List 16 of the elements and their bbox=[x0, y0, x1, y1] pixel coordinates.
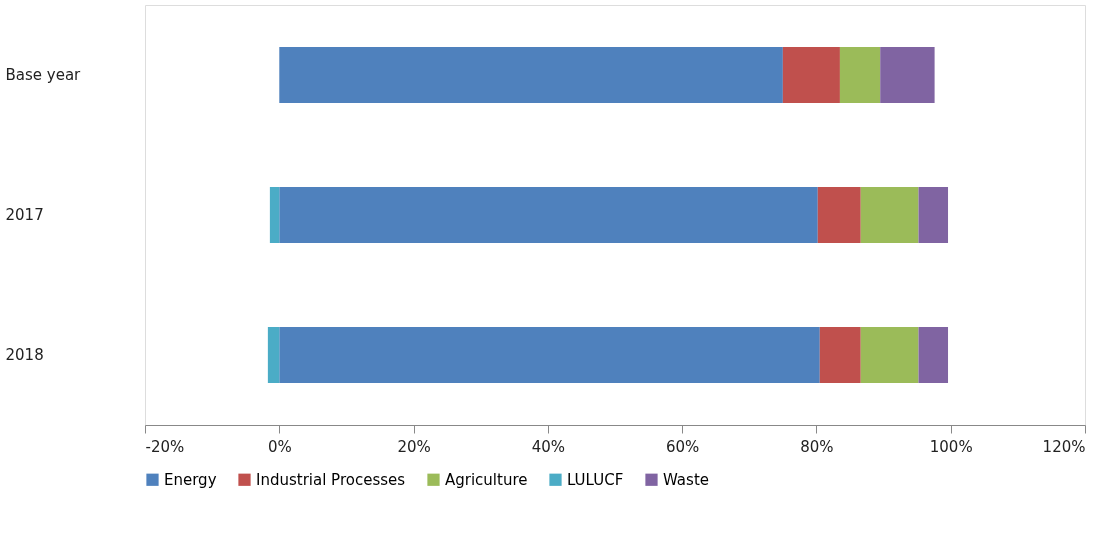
x-tick-label: 60% bbox=[665, 437, 700, 456]
y-tick-label: Base year bbox=[5, 66, 82, 84]
legend-label: Industrial Processes bbox=[256, 470, 406, 489]
y-tick-label: 2018 bbox=[5, 346, 44, 364]
x-tick-label: -20% bbox=[145, 437, 185, 456]
legend-label: LULUCF bbox=[567, 470, 624, 489]
legend-label: Waste bbox=[663, 470, 709, 489]
x-tick-label: 120% bbox=[1042, 437, 1086, 456]
x-tick-label: 0% bbox=[267, 437, 292, 456]
x-tick-label: 80% bbox=[800, 437, 834, 456]
legend-label: Agriculture bbox=[445, 470, 528, 489]
x-tick-label: 20% bbox=[397, 437, 431, 456]
x-tick-label: 100% bbox=[929, 437, 973, 456]
x-tick-label: 40% bbox=[531, 437, 566, 456]
y-tick-label: 2017 bbox=[5, 206, 44, 224]
legend-label: Energy bbox=[164, 470, 217, 489]
